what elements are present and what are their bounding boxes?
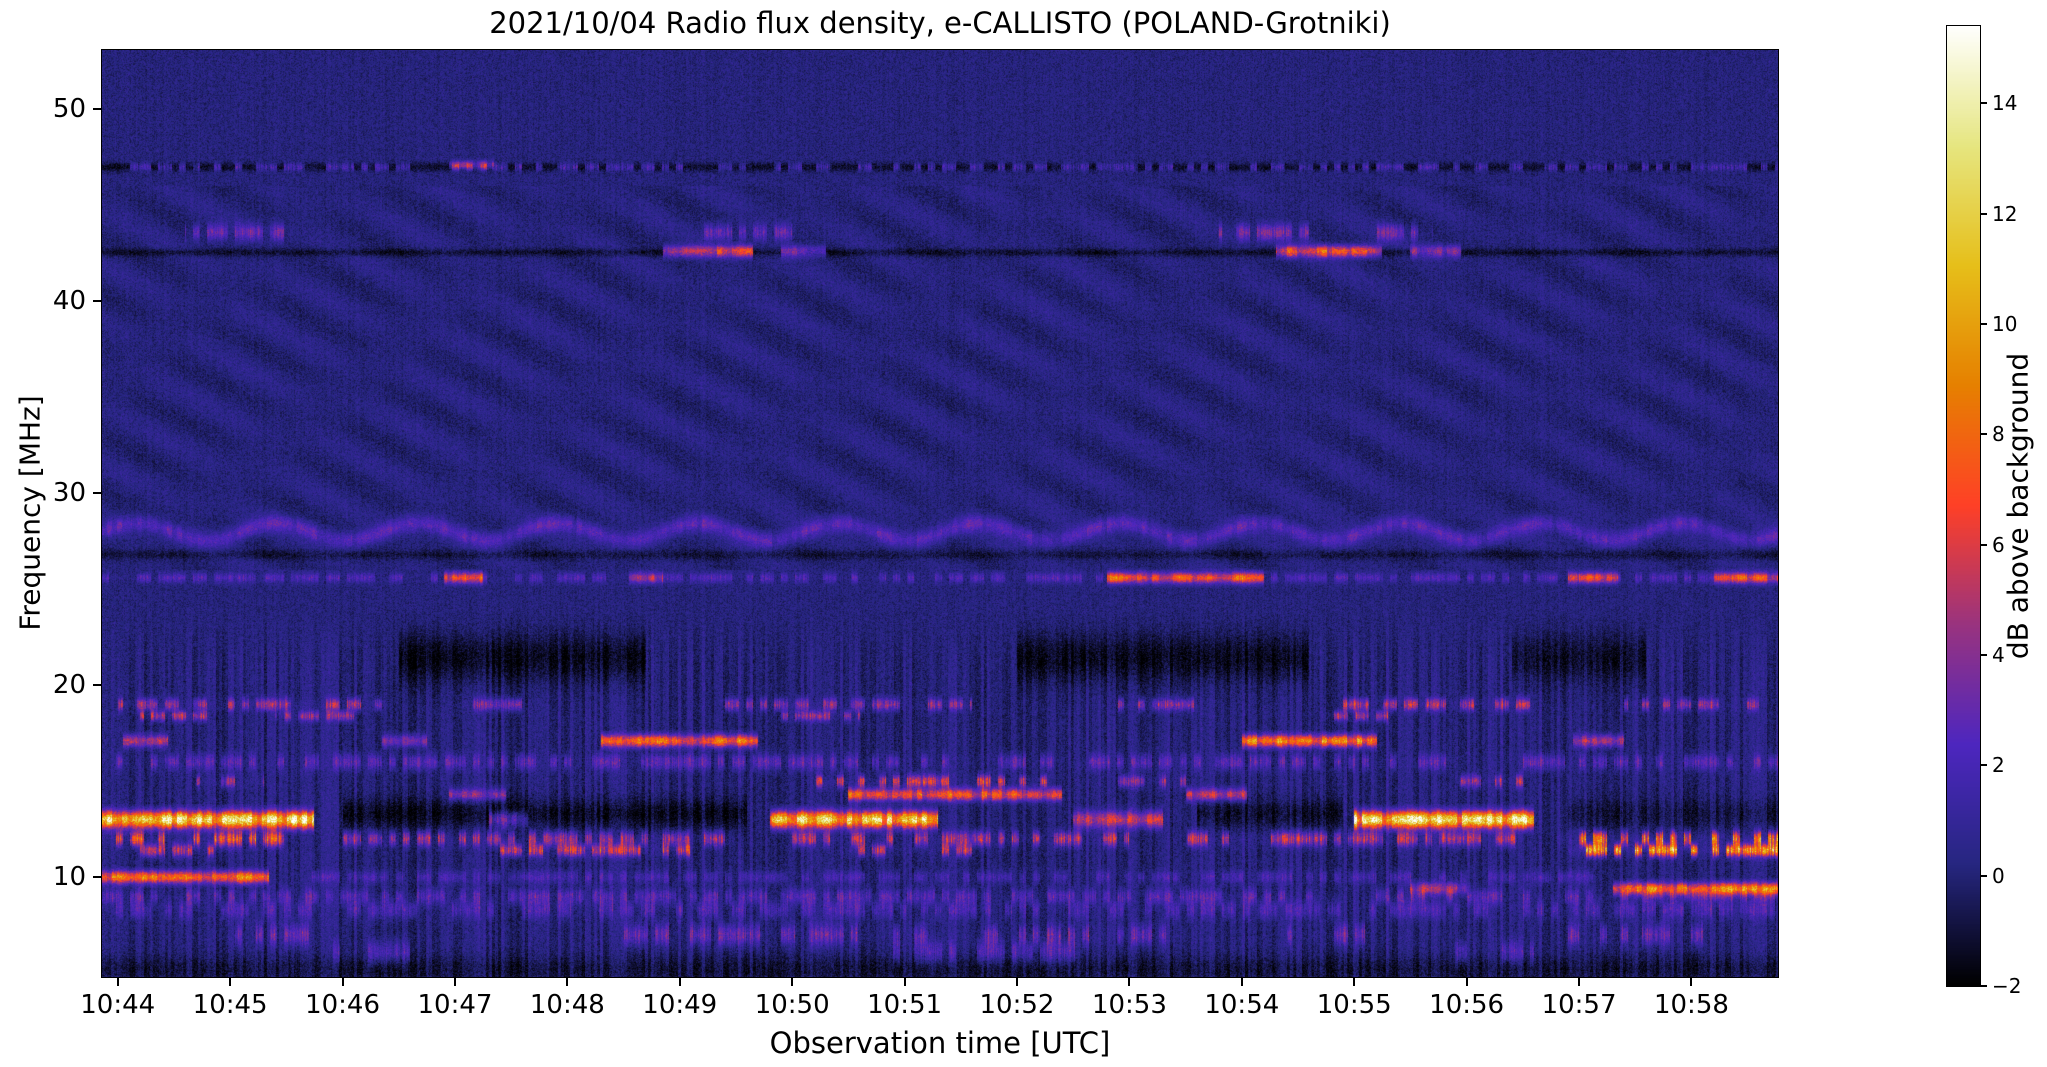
- colorbar-tick-mark: [1980, 543, 1987, 546]
- colorbar-tick-label: 10: [1992, 311, 2018, 336]
- colorbar-tick-label: 0: [1992, 863, 2005, 888]
- x-tick-label: 10:46: [305, 990, 381, 1020]
- colorbar-tick-label: −2: [1992, 974, 2022, 998]
- x-tick-label: 10:50: [754, 990, 830, 1020]
- colorbar-tick-mark: [1980, 322, 1987, 325]
- colorbar-tick-mark: [1980, 653, 1987, 656]
- y-tick-label: 10: [52, 862, 86, 893]
- chart-title: 2021/10/04 Radio flux density, e-CALLIST…: [489, 6, 1391, 40]
- x-tick-mark: [1465, 977, 1468, 986]
- x-tick-label: 10:53: [1091, 990, 1167, 1020]
- colorbar: [1946, 25, 1981, 987]
- x-tick-mark: [116, 977, 119, 986]
- x-tick-mark: [1240, 977, 1243, 986]
- colorbar-tick-mark: [1980, 985, 1987, 987]
- colorbar-tick-label: 2: [1992, 753, 2005, 778]
- x-axis-label: Observation time [UTC]: [769, 1026, 1111, 1060]
- y-tick-label: 20: [52, 670, 86, 701]
- x-tick-label: 10:47: [417, 990, 493, 1020]
- colorbar-tick-label: 14: [1992, 91, 2018, 116]
- x-tick-mark: [1690, 977, 1693, 986]
- x-tick-label: 10:56: [1429, 990, 1505, 1020]
- colorbar-tick-mark: [1980, 433, 1987, 436]
- y-tick-mark: [93, 876, 102, 879]
- x-tick-label: 10:54: [1204, 990, 1280, 1020]
- x-tick-label: 10:45: [192, 990, 268, 1020]
- x-tick-mark: [1128, 977, 1131, 986]
- x-tick-label: 10:57: [1541, 990, 1617, 1020]
- x-tick-mark: [791, 977, 794, 986]
- x-tick-label: 10:48: [529, 990, 605, 1020]
- y-tick-mark: [93, 492, 102, 495]
- x-tick-mark: [1353, 977, 1356, 986]
- colorbar-tick-mark: [1980, 874, 1987, 877]
- y-tick-label: 40: [52, 286, 86, 317]
- x-tick-mark: [1578, 977, 1581, 986]
- y-tick-label: 30: [52, 478, 86, 509]
- y-axis-label: Frequency [MHz]: [13, 395, 47, 631]
- colorbar-tick-label: 8: [1992, 422, 2005, 447]
- colorbar-label: dB above background: [2001, 352, 2035, 660]
- y-tick-mark: [93, 684, 102, 687]
- y-tick-mark: [93, 300, 102, 303]
- x-tick-label: 10:44: [80, 990, 156, 1020]
- x-tick-mark: [1015, 977, 1018, 986]
- colorbar-tick-mark: [1980, 102, 1987, 105]
- colorbar-tick-mark: [1980, 764, 1987, 767]
- x-tick-mark: [341, 977, 344, 986]
- x-tick-mark: [903, 977, 906, 986]
- x-tick-mark: [229, 977, 232, 986]
- x-tick-label: 10:58: [1653, 990, 1729, 1020]
- colorbar-tick-mark: [1980, 212, 1987, 215]
- plot-area: [101, 49, 1779, 978]
- spectrogram-canvas: [102, 50, 1778, 977]
- colorbar-tick-label: 12: [1992, 201, 2018, 226]
- colorbar-tick-label: 6: [1992, 532, 2005, 557]
- x-tick-mark: [678, 977, 681, 986]
- x-tick-label: 10:49: [642, 990, 718, 1020]
- x-tick-mark: [566, 977, 569, 986]
- y-tick-mark: [93, 108, 102, 111]
- x-tick-mark: [453, 977, 456, 986]
- colorbar-canvas: [1947, 26, 1980, 986]
- y-tick-label: 50: [52, 94, 86, 125]
- x-tick-label: 10:55: [1316, 990, 1392, 1020]
- colorbar-tick-label: 4: [1992, 642, 2005, 667]
- x-tick-label: 10:52: [979, 990, 1055, 1020]
- x-tick-label: 10:51: [867, 990, 943, 1020]
